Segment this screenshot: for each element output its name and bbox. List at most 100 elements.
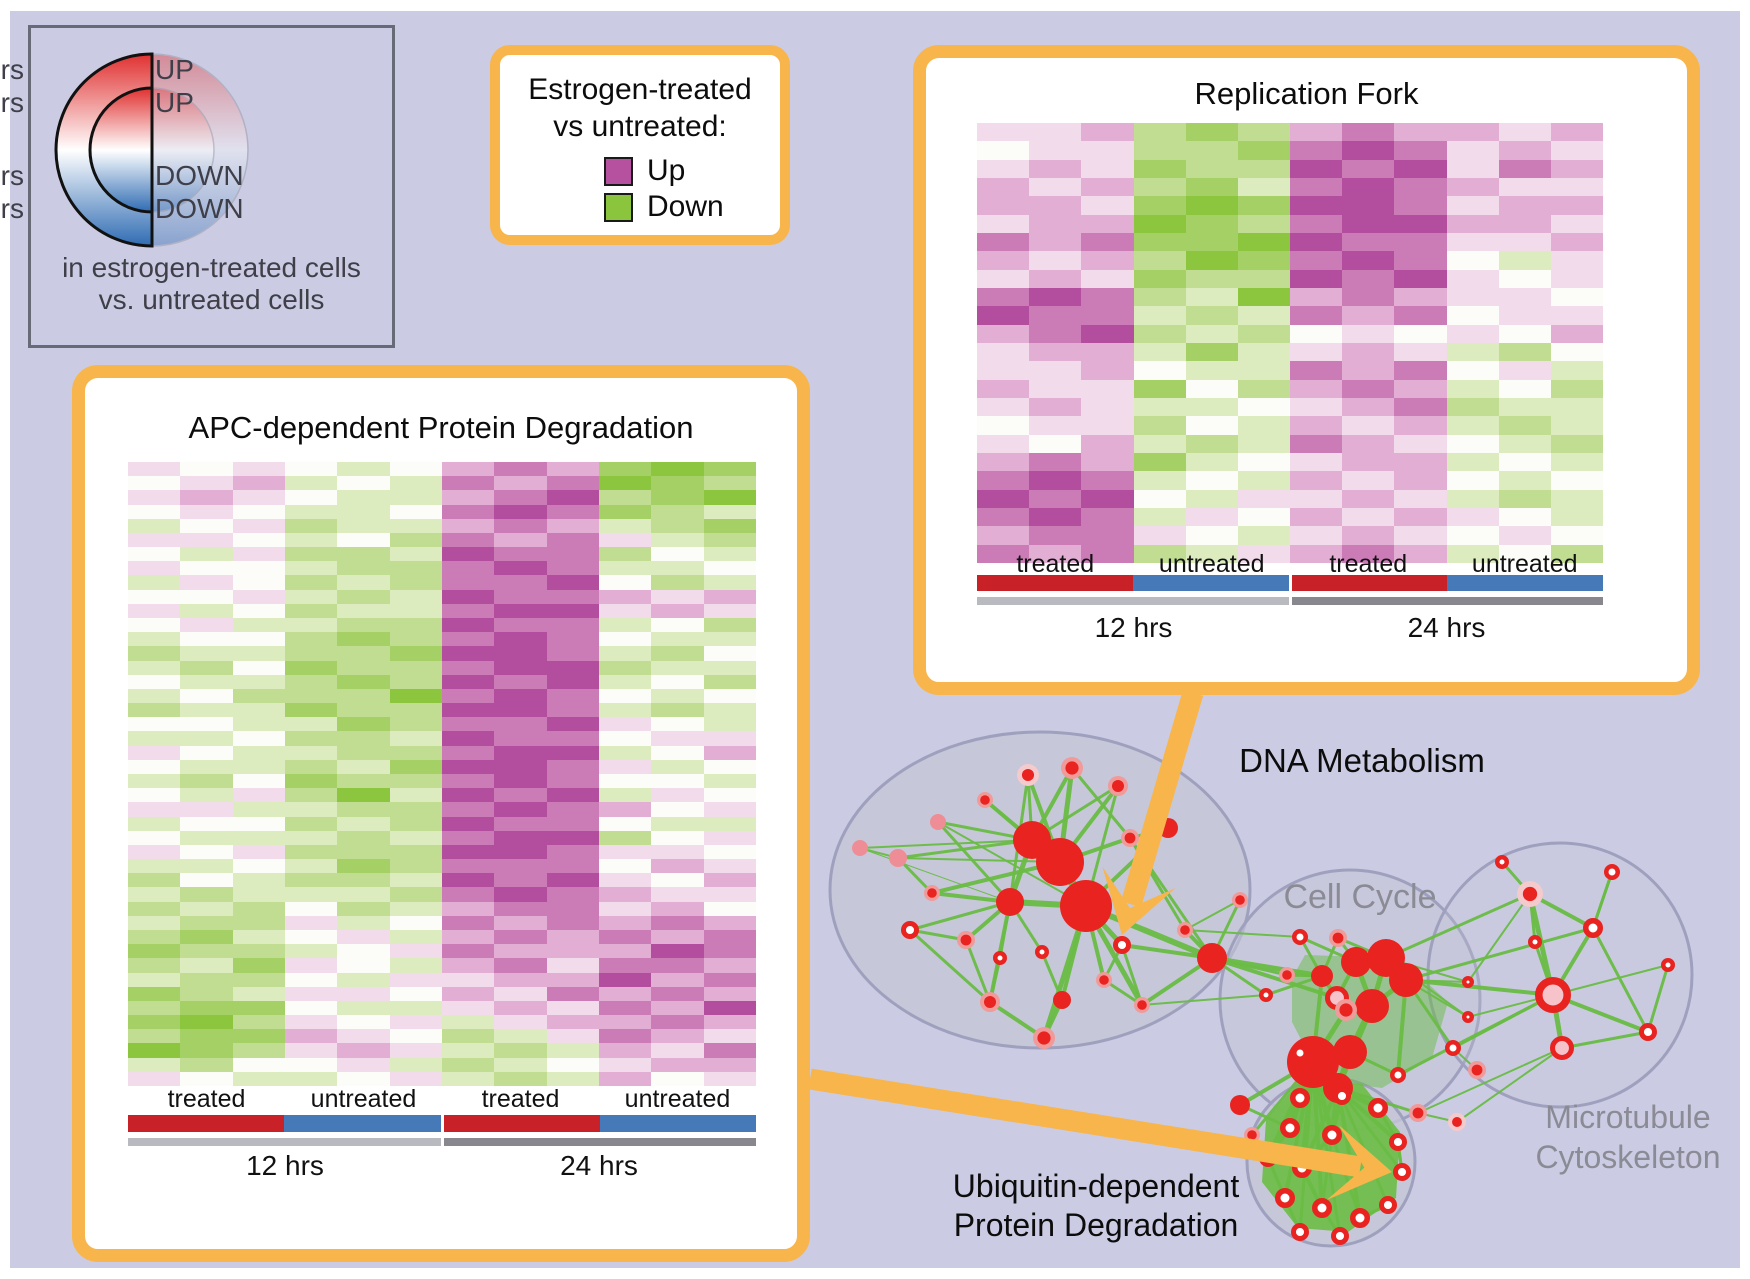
heatmap-cell	[1550, 306, 1603, 325]
heatmap-cell	[1394, 288, 1447, 307]
apc-group-labels: treated untreated treated untreated	[128, 1085, 756, 1114]
heatmap-cell	[494, 773, 547, 789]
heatmap-cell	[651, 674, 704, 689]
heatmap-cell	[598, 1071, 652, 1086]
heatmap-cell	[1498, 453, 1551, 472]
heatmap-cell	[1081, 123, 1134, 142]
heatmap-cell	[1029, 416, 1082, 435]
legend-footer-line2: vs. untreated cells	[98, 284, 325, 315]
group-label: treated	[1016, 550, 1095, 578]
heatmap-cell	[389, 490, 442, 505]
heatmap-cell	[494, 603, 547, 618]
heatmap-cell	[651, 830, 704, 845]
heatmap-cell	[1342, 324, 1395, 343]
time-label: at 12 hrs	[0, 160, 24, 191]
heatmap-cell	[232, 660, 285, 675]
heatmap-cell	[284, 1015, 338, 1030]
heatmap-cell	[1550, 379, 1603, 398]
heatmap-cell	[651, 646, 704, 661]
heatmap-cell	[1185, 508, 1238, 527]
heatmap-cell	[598, 1000, 652, 1016]
heatmap-cell	[128, 462, 181, 477]
heatmap-cell	[128, 802, 181, 817]
heatmap-cell	[651, 873, 704, 888]
heatmap-cell	[1290, 416, 1343, 435]
heatmap-cell	[1081, 288, 1134, 307]
heatmap-cell	[546, 1057, 599, 1072]
heatmap-cell	[337, 1043, 390, 1058]
heatmap-cell	[1290, 141, 1343, 160]
heatmap-cell	[128, 547, 181, 562]
heatmap-cell	[977, 379, 1030, 398]
heatmap-cell	[977, 453, 1030, 472]
group-label: treated	[167, 1085, 246, 1113]
heatmap-cell	[1550, 508, 1603, 527]
heatmap-cell	[1185, 196, 1238, 215]
heatmap-cell	[284, 901, 338, 916]
heatmap-cell	[1342, 434, 1395, 453]
heatmap-cell	[598, 589, 652, 604]
heatmap-cell	[180, 632, 233, 647]
heatmap-cell	[494, 589, 547, 604]
heatmap-cell	[389, 462, 442, 477]
fork-condition-bars	[977, 575, 1603, 591]
heatmap-cell	[1029, 544, 1082, 563]
heatmap-cell	[232, 759, 285, 774]
heatmap-cell	[1029, 324, 1082, 343]
heatmap-cell	[389, 887, 442, 902]
apc-title: APC-dependent Protein Degradation	[188, 410, 694, 445]
heatmap-cell	[337, 915, 390, 930]
heatmap-cell	[337, 745, 390, 760]
heatmap-cell	[598, 887, 652, 902]
heatmap-cell	[180, 915, 233, 930]
heatmap-cell	[1133, 233, 1186, 252]
heatmap-cell	[232, 504, 285, 519]
heatmap-cell	[128, 632, 181, 647]
heatmap-cell	[651, 844, 704, 860]
heatmap-cell	[389, 944, 442, 959]
heatmap-cell	[546, 547, 599, 562]
heatmap-cell	[494, 745, 547, 760]
heatmap-cell	[1342, 159, 1395, 178]
fork-group-labels: treated untreated treated untreated	[977, 550, 1603, 579]
heatmap-cell	[494, 901, 547, 916]
heatmap-cell	[337, 717, 390, 732]
heatmap-cell	[389, 617, 442, 633]
heatmap-cell	[1290, 526, 1343, 545]
heatmap-cell	[1550, 544, 1603, 563]
heatmap-cell	[1133, 453, 1186, 472]
legend-item-down: Down	[604, 189, 780, 225]
heatmap-cell	[1029, 269, 1082, 288]
heatmap-cell	[703, 830, 756, 845]
heatmap-cell	[494, 759, 547, 774]
heatmap-cell	[389, 660, 442, 675]
heatmap-cell	[337, 773, 390, 789]
heatmap-cell	[1446, 324, 1499, 343]
heatmap-cell	[546, 887, 599, 902]
heatmap-cell	[232, 646, 285, 661]
heatmap-cell	[703, 518, 756, 533]
heatmap-cell	[1185, 453, 1238, 472]
heatmap-cell	[1237, 306, 1290, 325]
heatmap-cell	[441, 688, 495, 704]
heatmap-cell	[1237, 398, 1290, 417]
heatmap-cell	[128, 986, 181, 1001]
heatmap-cell	[494, 1043, 547, 1058]
heatmap-cell	[598, 632, 652, 647]
heatmap-cell	[598, 532, 652, 548]
heatmap-cell	[1446, 141, 1499, 160]
heatmap-cell	[1550, 233, 1603, 252]
heatmap-cell	[598, 773, 652, 789]
heatmap-cell	[1237, 159, 1290, 178]
heatmap-cell	[232, 547, 285, 562]
heatmap-cell	[494, 490, 547, 505]
heatmap-cell	[1081, 141, 1134, 160]
heatmap-cell	[337, 617, 390, 633]
down-color-swatch	[604, 192, 633, 222]
heatmap-cell	[284, 1043, 338, 1058]
heatmap-cell	[651, 1015, 704, 1030]
heatmap-cell	[1290, 508, 1343, 527]
heatmap-cell	[337, 986, 390, 1001]
heatmap-cell	[128, 660, 181, 675]
heatmap-cell	[598, 660, 652, 675]
